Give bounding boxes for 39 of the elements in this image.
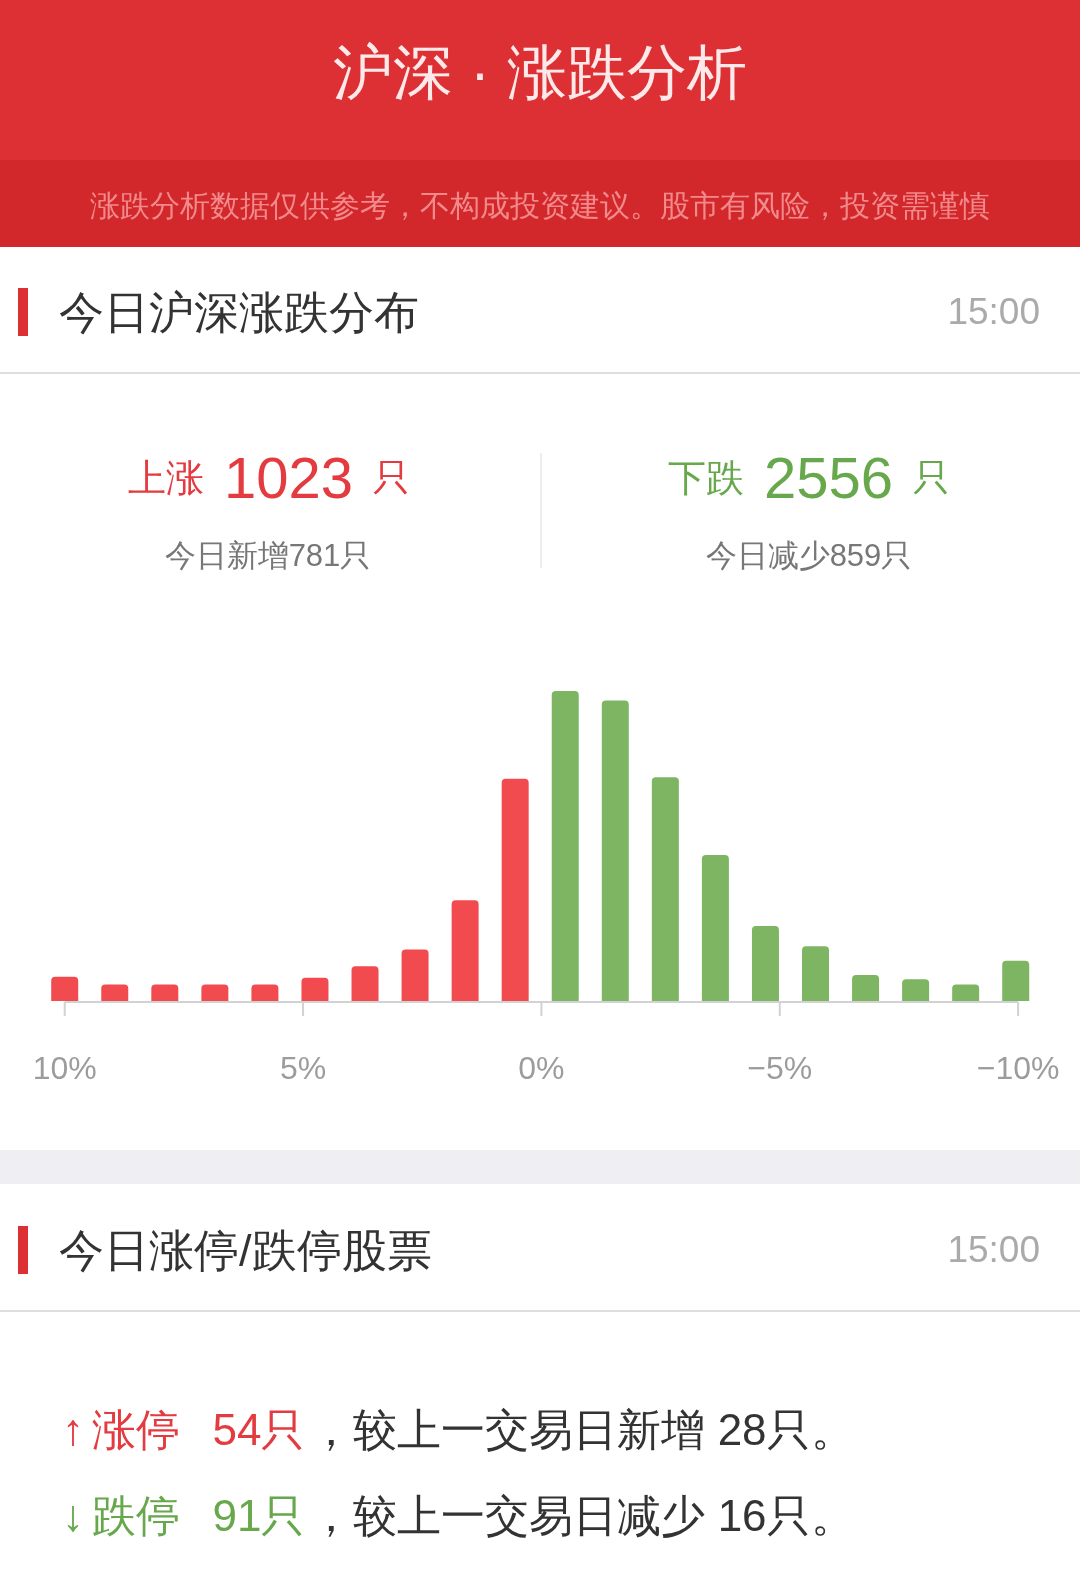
bar	[301, 977, 329, 1001]
text: 下跌 2556 只	[667, 444, 951, 510]
x-tick-label: −10%	[976, 1050, 1060, 1086]
bar	[601, 700, 629, 1001]
bar	[651, 777, 679, 1001]
x-tick-label: 0%	[518, 1050, 565, 1086]
bar	[451, 900, 479, 1001]
bar	[902, 979, 930, 1001]
text: ，较上一交易日新增 28只。	[309, 1404, 855, 1454]
bar	[251, 984, 279, 1001]
text: 今日新增781只	[163, 537, 373, 575]
bar	[401, 949, 429, 1001]
bar	[551, 691, 579, 1001]
text: ，较上一交易日减少 16只。	[309, 1490, 855, 1540]
text: ↑ 涨停 54只	[62, 1404, 306, 1454]
x-tick-label: 5%	[279, 1050, 327, 1086]
bar	[351, 966, 379, 1001]
text: 今日涨停/跌停股票	[59, 1223, 432, 1278]
text: 15:00	[947, 290, 1040, 334]
bar	[1002, 960, 1030, 1001]
bar	[101, 984, 129, 1001]
text: ↓ 跌停 91只	[62, 1490, 306, 1540]
bar	[952, 984, 980, 1001]
chart-subtitle: 涨跌分析数据仅供参考，不构成投资建议。股市有风险，投资需谨慎	[89, 187, 991, 224]
bar	[201, 984, 229, 1001]
text: 今日减少859只	[704, 537, 914, 575]
text: 今日沪深涨跌分布	[59, 285, 419, 340]
bar	[501, 778, 529, 1001]
text: 15:00	[947, 1228, 1040, 1272]
bar	[701, 854, 729, 1001]
bar	[751, 925, 779, 1001]
bar	[852, 974, 880, 1001]
chart-title: 沪深 · 涨跌分析	[332, 38, 748, 108]
x-tick-label: 10%	[32, 1050, 97, 1086]
bar	[51, 976, 79, 1001]
x-tick-label: −5%	[747, 1050, 813, 1086]
bar	[151, 984, 179, 1001]
bar	[802, 946, 829, 1001]
text: 上涨 1023 只	[127, 444, 411, 510]
